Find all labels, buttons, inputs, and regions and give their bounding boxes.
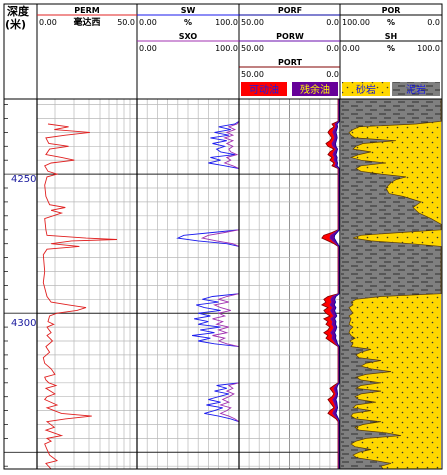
shale-legend-label: 泥岩 bbox=[406, 83, 426, 96]
por-max: 0.0 bbox=[427, 18, 440, 27]
sw-max: 100.0 bbox=[215, 18, 238, 27]
sxo-curve bbox=[200, 121, 240, 469]
porw-max: 0.0 bbox=[326, 44, 339, 53]
perm-unit: 毫达西 bbox=[73, 16, 100, 28]
porw-min: 50.00 bbox=[241, 44, 264, 53]
track-grid bbox=[4, 99, 340, 469]
residual-oil-legend-swatch bbox=[292, 82, 338, 96]
port-max: 0.0 bbox=[326, 70, 339, 79]
log-plot-area bbox=[4, 99, 442, 469]
por-min: 100.00 bbox=[342, 18, 370, 27]
sandstone-legend-label: 砂岩 bbox=[356, 83, 376, 96]
movable-oil-legend-swatch bbox=[241, 82, 287, 96]
porw-curve bbox=[329, 99, 340, 469]
porf-curve bbox=[333, 99, 340, 469]
porf-min: 50.00 bbox=[241, 18, 264, 27]
porf-curve-name: PORF bbox=[278, 6, 302, 15]
sxo-max: 100.0 bbox=[215, 44, 238, 53]
port-curve bbox=[320, 99, 339, 469]
log-curves bbox=[42, 99, 340, 469]
sw-curve bbox=[176, 120, 240, 469]
sxo-curve-name: SXO bbox=[179, 32, 198, 41]
perm-min: 0.00 bbox=[39, 18, 57, 27]
porf-max: 0.0 bbox=[326, 18, 339, 27]
sw-min: 0.00 bbox=[139, 18, 157, 27]
perm-curve bbox=[42, 123, 118, 469]
lithology-track bbox=[341, 99, 442, 469]
depth-tick-label-4300: 4300 bbox=[11, 318, 36, 329]
depth-tick-label-4250: 4250 bbox=[11, 174, 36, 185]
port-curve-name: PORT bbox=[278, 58, 302, 67]
shale-legend-swatch bbox=[392, 82, 440, 96]
shale-fill bbox=[341, 99, 441, 469]
sh-curve-name: SH bbox=[385, 32, 397, 41]
sh-unit: % bbox=[387, 44, 395, 53]
sw-curve-name: SW bbox=[181, 6, 196, 15]
sxo-min: 0.00 bbox=[139, 44, 157, 53]
depth-title-line2: (米) bbox=[5, 17, 26, 31]
por-unit: % bbox=[387, 18, 395, 27]
sh-max: 100.0 bbox=[417, 44, 440, 53]
sandstone-fill bbox=[349, 99, 441, 469]
por-curve-name: POR bbox=[382, 6, 401, 15]
residual-oil-legend-label: 残余油 bbox=[300, 83, 330, 96]
sandstone-legend-swatch bbox=[342, 82, 390, 96]
sh-min: 0.00 bbox=[342, 44, 360, 53]
plot-frame bbox=[3, 98, 443, 470]
sandstone-boundary-line bbox=[348, 99, 442, 469]
porw-curve-name: PORW bbox=[276, 32, 304, 41]
sw-unit: % bbox=[184, 18, 192, 27]
movable-oil-legend-label: 可动油 bbox=[249, 83, 279, 96]
perm-curve-name: PERM bbox=[74, 6, 99, 15]
depth-title-line1: 深度 bbox=[7, 4, 30, 18]
port-min: 50.00 bbox=[241, 70, 264, 79]
depth-axis: 4250 4300 bbox=[11, 174, 36, 329]
perm-max: 50.0 bbox=[117, 18, 135, 27]
